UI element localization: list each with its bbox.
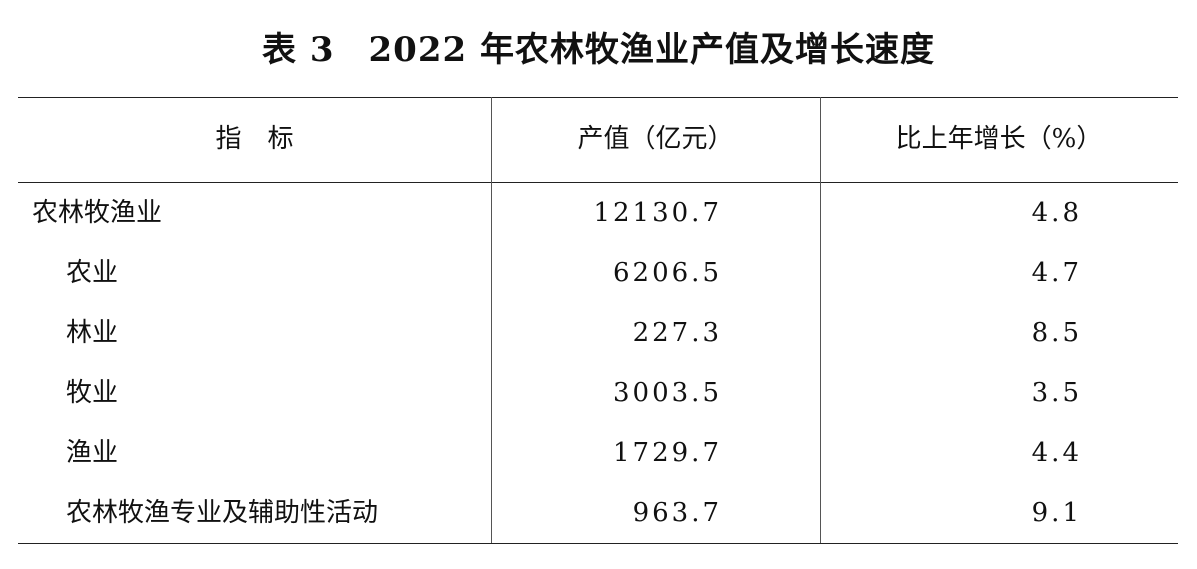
row-growth: 4.4 (1031, 438, 1082, 468)
row-output-value: 3003.5 (613, 378, 722, 408)
column-divider (820, 97, 821, 543)
row-label: 牧业 (66, 378, 119, 408)
table-row: 牧业 3003.5 3.5 (18, 363, 1178, 423)
column-divider (491, 97, 492, 543)
header-rule (18, 182, 1178, 183)
table-number: 表 3 (262, 30, 335, 70)
table-row: 林业 227.3 8.5 (18, 303, 1178, 363)
bottom-rule (18, 543, 1178, 544)
table-row: 渔业 1729.7 4.4 (18, 423, 1178, 483)
row-growth: 4.7 (1031, 258, 1082, 288)
row-growth: 9.1 (1031, 498, 1082, 528)
header-growth: 比上年增长（%） (895, 124, 1103, 154)
table-title-text: 2022 年农林牧渔业产值及增长速度 (368, 30, 935, 70)
row-label: 渔业 (66, 438, 119, 468)
table-title: 表 3 2022 年农林牧渔业产值及增长速度 (0, 22, 1197, 71)
row-label: 农林牧渔业 (32, 198, 163, 228)
table-row: 农林牧渔业 12130.7 4.8 (18, 183, 1178, 243)
row-label: 农业 (66, 258, 119, 288)
row-output-value: 12130.7 (593, 198, 722, 228)
header-output-value: 产值（亿元） (577, 124, 734, 154)
table-row: 农林牧渔专业及辅助性活动 963.7 9.1 (18, 483, 1178, 543)
row-label: 农林牧渔专业及辅助性活动 (66, 498, 379, 528)
row-label: 林业 (66, 318, 119, 348)
row-output-value: 227.3 (632, 318, 722, 348)
row-growth: 3.5 (1031, 378, 1082, 408)
row-output-value: 963.7 (632, 498, 722, 528)
row-output-value: 1729.7 (613, 438, 722, 468)
row-growth: 4.8 (1031, 198, 1082, 228)
header-indicator: 指 标 (215, 124, 294, 154)
row-output-value: 6206.5 (613, 258, 722, 288)
row-growth: 8.5 (1031, 318, 1082, 348)
top-rule (18, 97, 1178, 98)
table-row: 农业 6206.5 4.7 (18, 243, 1178, 303)
